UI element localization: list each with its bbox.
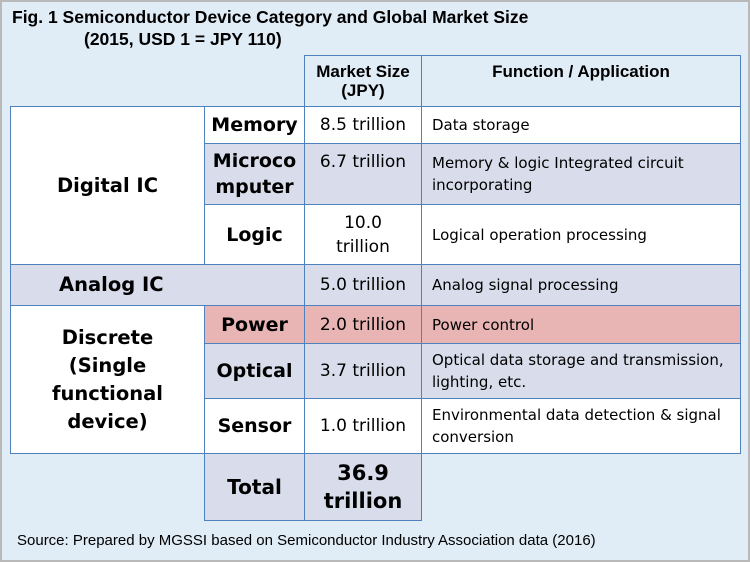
header-market-size: Market Size (JPY) xyxy=(304,55,422,107)
total-label: Total xyxy=(204,453,305,521)
total-value: 36.9 trillion xyxy=(304,453,422,521)
category-discrete: Discrete (Single functional device) xyxy=(10,305,205,454)
row-logic-function: Logical operation processing xyxy=(421,204,741,265)
title-line-1: Fig. 1 Semiconductor Device Category and… xyxy=(12,7,529,27)
row-optical-function: Optical data storage and transmission, l… xyxy=(421,343,741,399)
row-sensor-value: 1.0 trillion xyxy=(304,398,422,454)
row-logic-value: 10.0 trillion xyxy=(304,204,422,265)
category-analog-ic: Analog IC xyxy=(10,264,305,306)
row-logic-label: Logic xyxy=(204,204,305,265)
source-note: Source: Prepared by MGSSI based on Semic… xyxy=(17,532,596,549)
row-memory-value: 8.5 trillion xyxy=(304,106,422,144)
row-sensor-function: Environmental data detection & signal co… xyxy=(421,398,741,454)
row-power-value: 2.0 trillion xyxy=(304,305,422,344)
row-microcomputer-value: 6.7 trillion xyxy=(304,143,422,205)
title-line-2: (2015, USD 1 = JPY 110) xyxy=(84,29,282,49)
row-microcomputer-function: Memory & logic Integrated circuit incorp… xyxy=(421,143,741,205)
row-optical-label: Optical xyxy=(204,343,305,399)
header-function: Function / Application xyxy=(421,55,741,107)
category-digital-ic: Digital IC xyxy=(10,106,205,265)
row-analog-function: Analog signal processing xyxy=(421,264,741,306)
figure-title: Fig. 1 Semiconductor Device Category and… xyxy=(12,6,528,50)
row-optical-value: 3.7 trillion xyxy=(304,343,422,399)
row-sensor-label: Sensor xyxy=(204,398,305,454)
row-power-function: Power control xyxy=(421,305,741,344)
row-microcomputer-label: Microco mputer xyxy=(204,143,305,205)
row-analog-value: 5.0 trillion xyxy=(304,264,422,306)
row-memory-function: Data storage xyxy=(421,106,741,144)
row-memory-label: Memory xyxy=(204,106,305,144)
row-power-label: Power xyxy=(204,305,305,344)
